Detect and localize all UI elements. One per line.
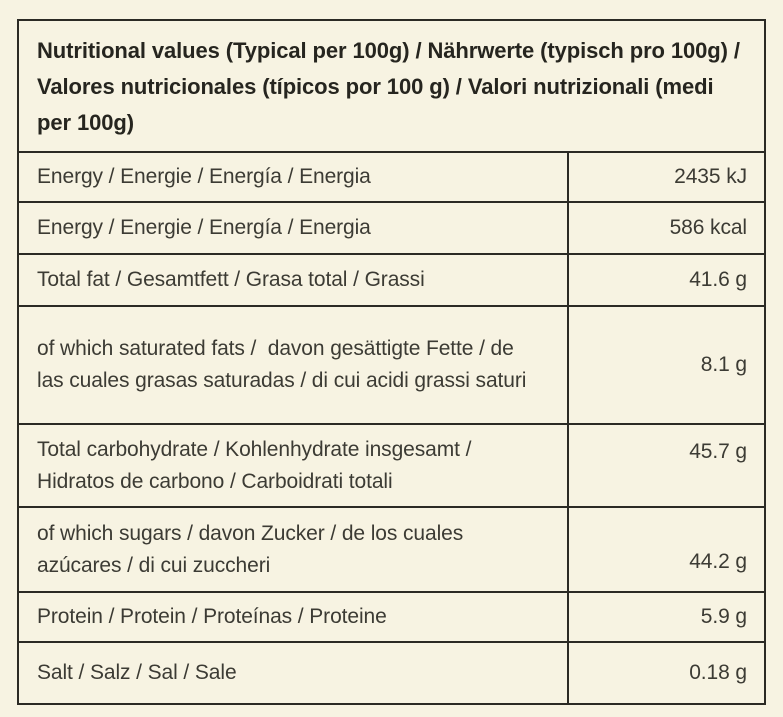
row-value: 5.9 g	[567, 593, 764, 641]
table-row-salt: Salt / Salz / Sal / Sale 0.18 g	[19, 641, 764, 703]
row-value: 586 kcal	[567, 203, 764, 253]
table-row-carbohydrate: Total carbohydrate / Kohlenhydrate insge…	[19, 423, 764, 506]
row-value: 2435 kJ	[567, 153, 764, 201]
table-row-total-fat: Total fat / Gesamtfett / Grasa total / G…	[19, 253, 764, 305]
table-row-energy-kcal: Energy / Energie / Energía / Energia 586…	[19, 201, 764, 253]
row-label: of which sugars / davon Zucker / de los …	[37, 521, 469, 577]
nutrition-facts-table: Nutritional values (Typical per 100g) / …	[17, 19, 766, 705]
row-value: 44.2 g	[567, 508, 764, 591]
row-value: 8.1 g	[567, 307, 764, 423]
row-value: 0.18 g	[567, 643, 764, 703]
row-label: Total carbohydrate / Kohlenhydrate insge…	[37, 437, 478, 493]
row-label: of which saturated fats / davon gesättig…	[37, 337, 527, 392]
table-row-saturated-fats: of which saturated fats / davon gesättig…	[19, 305, 764, 423]
row-label: Salt / Salz / Sal / Sale	[37, 661, 237, 684]
row-value: 45.7 g	[567, 425, 764, 506]
table-row-sugars: of which sugars / davon Zucker / de los …	[19, 506, 764, 591]
row-value: 41.6 g	[567, 255, 764, 305]
table-row-protein: Protein / Protein / Proteínas / Proteine…	[19, 591, 764, 641]
table-title: Nutritional values (Typical per 100g) / …	[19, 21, 764, 153]
row-label: Energy / Energie / Energía / Energia	[37, 216, 371, 239]
row-label: Energy / Energie / Energía / Energia	[37, 165, 371, 188]
row-label: Total fat / Gesamtfett / Grasa total / G…	[37, 268, 425, 291]
row-label: Protein / Protein / Proteínas / Proteine	[37, 605, 387, 628]
table-row-energy-kj: Energy / Energie / Energía / Energia 243…	[19, 153, 764, 201]
